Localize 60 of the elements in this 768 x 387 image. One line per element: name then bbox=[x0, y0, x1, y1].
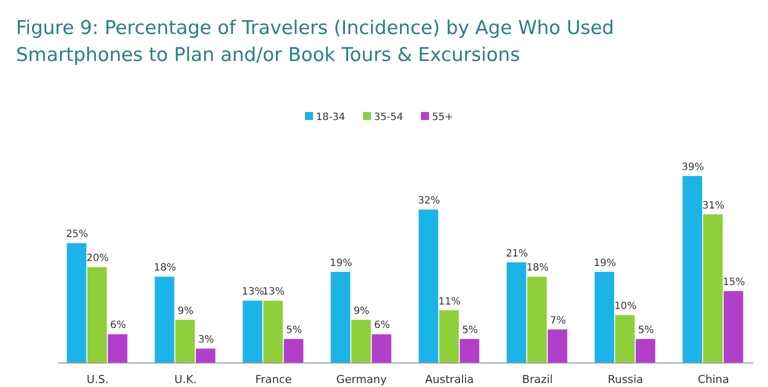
bar bbox=[87, 267, 107, 363]
data-label: 11% bbox=[438, 296, 461, 308]
legend-label: 18-34 bbox=[316, 112, 346, 123]
x-tick-label: Russia bbox=[608, 373, 644, 386]
data-label: 18% bbox=[154, 262, 176, 274]
data-label: 39% bbox=[682, 162, 704, 173]
x-tick-label: Australia bbox=[425, 373, 474, 386]
x-tick-label: France bbox=[255, 373, 292, 386]
bar bbox=[506, 262, 526, 363]
bar bbox=[418, 210, 438, 363]
bar bbox=[682, 176, 702, 363]
bar bbox=[263, 300, 283, 363]
bar bbox=[154, 276, 174, 363]
x-tick-label: China bbox=[698, 373, 730, 386]
bar bbox=[330, 272, 350, 363]
bar bbox=[594, 272, 614, 363]
data-label: 6% bbox=[110, 320, 126, 332]
legend-label: 35-54 bbox=[374, 112, 404, 123]
data-label: 18% bbox=[526, 262, 549, 274]
data-label: 5% bbox=[286, 325, 302, 336]
data-label: 20% bbox=[86, 253, 109, 264]
bar bbox=[66, 243, 86, 363]
bar bbox=[175, 320, 195, 363]
data-label: 3% bbox=[198, 334, 214, 346]
chart-title: Figure 9: Percentage of Travelers (Incidence) by Age Who Used Smartphones to Plan and/or Book Tours & Excursions bbox=[16, 17, 614, 66]
bar bbox=[636, 339, 656, 363]
data-label: 31% bbox=[702, 200, 725, 212]
x-tick-label: U.K. bbox=[174, 373, 197, 386]
bar bbox=[372, 334, 392, 363]
bar bbox=[548, 329, 568, 363]
bar bbox=[196, 348, 216, 363]
data-label: 13% bbox=[262, 286, 285, 298]
data-label: 6% bbox=[374, 320, 390, 332]
bar bbox=[108, 334, 128, 363]
x-tick-label: Brazil bbox=[522, 373, 553, 386]
data-label: 19% bbox=[594, 258, 616, 269]
bar bbox=[615, 315, 635, 363]
data-label: 5% bbox=[638, 325, 654, 336]
data-label: 15% bbox=[722, 277, 746, 288]
legend-label: 55+ bbox=[432, 112, 454, 123]
data-label: 25% bbox=[66, 229, 88, 240]
data-label: 5% bbox=[462, 325, 478, 336]
x-tick-label: Germany bbox=[336, 373, 388, 386]
data-label: 9% bbox=[178, 306, 194, 317]
bar bbox=[284, 339, 304, 363]
data-label: 7% bbox=[550, 315, 566, 326]
bar bbox=[351, 320, 371, 363]
bar bbox=[439, 310, 459, 363]
x-tick-label: U.S. bbox=[86, 373, 109, 386]
data-label: 13% bbox=[242, 286, 264, 298]
data-label: 9% bbox=[354, 306, 370, 317]
bar bbox=[527, 276, 547, 363]
bar bbox=[703, 214, 723, 363]
bar bbox=[460, 339, 480, 363]
data-label: 10% bbox=[614, 301, 637, 312]
data-label: 19% bbox=[330, 258, 352, 269]
bar bbox=[724, 291, 744, 363]
data-label: 21% bbox=[506, 248, 528, 260]
data-label: 32% bbox=[418, 196, 440, 207]
bar bbox=[242, 300, 262, 363]
